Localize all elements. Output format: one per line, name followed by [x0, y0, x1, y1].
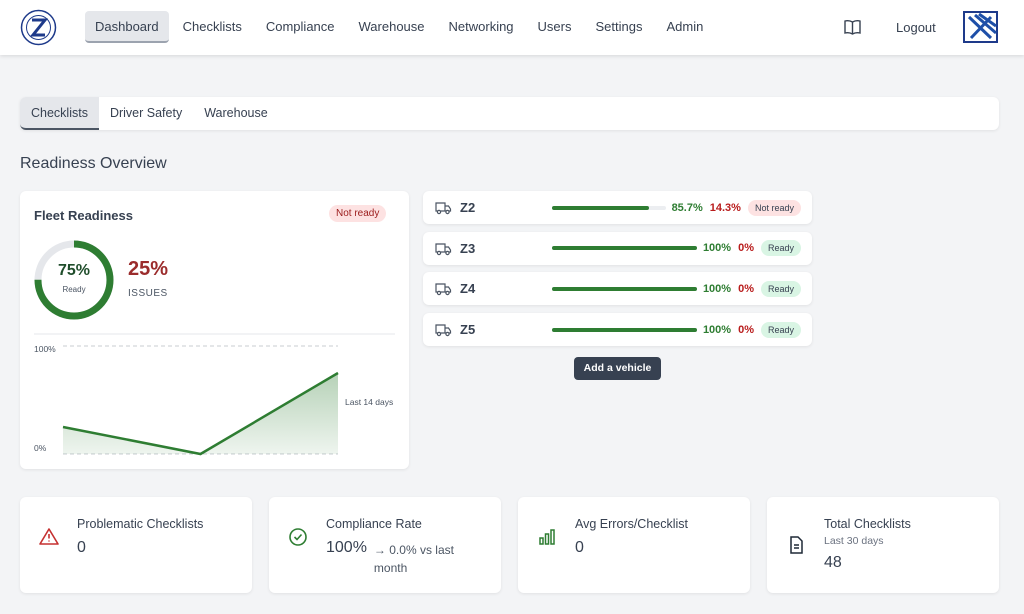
nav-item[interactable]: Checklists [182, 19, 242, 34]
progress-track [552, 327, 697, 332]
stat-value: 0 [77, 539, 86, 556]
stat-title: Compliance Rate [326, 517, 422, 531]
status-pill: Not ready [329, 205, 387, 222]
stat-card: Avg Errors/Checklist 0 [518, 497, 750, 593]
issues-caption: ISSUES [128, 288, 168, 299]
stat-card: Problematic Checklists 0 [20, 497, 252, 593]
truck-icon [435, 202, 452, 215]
ready-value: 75% [57, 262, 91, 279]
progress-label: 100% [702, 242, 732, 255]
status-pill: Not ready [747, 199, 801, 216]
stat-title: Total Checklists [824, 517, 911, 531]
progress-label: 100% [702, 323, 732, 336]
stat-value-row: 0 [77, 539, 86, 557]
stat-icon [539, 529, 555, 545]
issues-value: 25% [128, 258, 169, 280]
stat-value-row: 100% → 0.0% vs last month [326, 539, 469, 577]
truck-icon [435, 324, 452, 337]
line [62, 371, 339, 456]
status-pill: Ready [760, 240, 801, 257]
truck-icon [435, 243, 452, 255]
docs-icon[interactable] [844, 19, 861, 35]
vehicle-name: Z2 [460, 200, 476, 215]
stat-value: 100% [326, 539, 367, 556]
nav-item[interactable]: Admin [666, 19, 704, 34]
add-vehicle-button[interactable]: Add a vehicle [574, 357, 661, 380]
vehicle-row: Z4 100% 0% Ready [423, 272, 812, 306]
brand-logo [963, 11, 998, 43]
vehicle-name: Z3 [460, 240, 476, 256]
issues-label: 0% [738, 282, 754, 295]
stat-icon [39, 528, 59, 545]
fleet-graphics: 0% 100% [34, 240, 395, 456]
logo[interactable] [20, 9, 57, 46]
progress-track [552, 246, 697, 251]
nav-item[interactable]: Compliance [265, 19, 335, 34]
progress-bar [552, 205, 650, 210]
vehicle-name: Z4 [460, 281, 476, 297]
logout-button[interactable]: Logout [896, 20, 936, 35]
nav-menu: Dashboard Checklists Compliance Warehouse Ne… [85, 11, 717, 43]
issues-label: 0% [738, 242, 754, 255]
stat-icon [790, 536, 803, 554]
nav-item[interactable]: Users [537, 19, 572, 34]
status-pill: Ready [760, 280, 801, 297]
truck-icon [435, 283, 452, 296]
stat-value: 0 [575, 539, 584, 556]
tab[interactable]: Checklists [20, 97, 99, 130]
fleet-card: Fleet Readiness Not ready 0% 100% 75% Rea… [20, 191, 409, 469]
progress-track [552, 286, 697, 291]
vehicle-row: Z3 100% 0% Ready [423, 231, 812, 265]
nav-item[interactable]: Dashboard [85, 11, 169, 43]
stat-card: Total Checklists Last 30 days 48 [767, 497, 999, 593]
tab-bar: Checklists Driver Safety Warehouse [20, 97, 999, 130]
stat-value: 48 [824, 554, 842, 571]
issues-label: 14.3% [709, 201, 741, 214]
card-title: Fleet Readiness [34, 208, 133, 223]
nav-item[interactable]: Settings [595, 19, 643, 34]
ready-caption: Ready [62, 285, 86, 294]
issues-label: 0% [738, 323, 754, 336]
nav-item[interactable]: Networking [448, 19, 514, 34]
stat-icon [289, 528, 307, 546]
stat-value-row: 0 [575, 539, 584, 557]
navbar: Dashboard Checklists Compliance Warehouse Ne… [0, 0, 1024, 55]
vehicle-row: Z2 85.7% 14.3% Not ready [423, 191, 812, 224]
vehicle-row: Z5 100% 0% Ready [423, 313, 812, 347]
section-title: Readiness Overview [20, 155, 167, 172]
stat-value-row: 48 [824, 554, 842, 572]
stat-card: Compliance Rate 100% → 0.0% vs last month [269, 497, 501, 593]
y-tick-label: 0% [34, 443, 47, 453]
stat-title: Avg Errors/Checklist [575, 517, 688, 531]
vehicle-name: Z5 [460, 322, 476, 338]
tab[interactable]: Warehouse [204, 106, 268, 120]
progress-bar [552, 327, 697, 332]
chart-note: Last 14 days [345, 397, 394, 407]
progress-label: 85.7% [671, 201, 703, 214]
progress-bar [552, 246, 697, 251]
gauge-arc [34, 240, 114, 320]
progress-track [552, 205, 666, 210]
stat-change: → 0.0% vs last month [373, 543, 454, 575]
stat-subtitle: Last 30 days [824, 535, 884, 547]
stat-title: Problematic Checklists [77, 517, 204, 531]
tab[interactable]: Driver Safety [109, 106, 183, 120]
area [63, 373, 338, 454]
progress-bar [552, 286, 697, 291]
progress-label: 100% [702, 282, 732, 295]
status-pill: Ready [760, 321, 801, 338]
y-tick-label: 100% [34, 344, 56, 354]
nav-item[interactable]: Warehouse [358, 19, 425, 34]
